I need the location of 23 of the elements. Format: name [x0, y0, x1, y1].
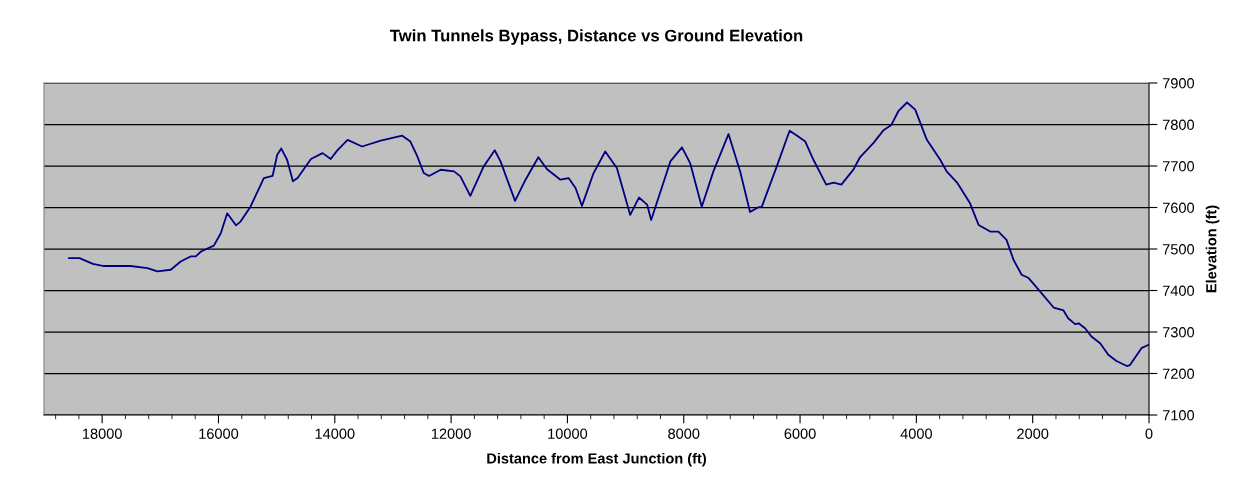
y-tick-label: 7300	[1162, 327, 1195, 338]
x-tick-label: 18000	[83, 428, 122, 439]
x-tick-label: 14000	[315, 428, 355, 439]
x-tick-label: 8000	[668, 428, 700, 439]
y-tick-label: 7600	[1162, 202, 1195, 213]
x-tick-label: 10000	[548, 428, 588, 439]
line-series	[68, 101, 1149, 367]
x-tick-label: 16000	[199, 428, 239, 439]
y-tick-label: 7500	[1162, 244, 1195, 255]
y-tick-label: 7700	[1162, 161, 1195, 172]
x-tick-label: 0	[1145, 428, 1153, 439]
x-axis-title: Distance from East Junction (ft)	[487, 452, 706, 467]
y-tick-label: 7900	[1162, 78, 1195, 89]
x-tick-label: 12000	[431, 428, 471, 439]
x-tick-label: 2000	[1017, 428, 1049, 439]
chart-title: Twin Tunnels Bypass, Distance vs Ground Elevation	[390, 29, 803, 45]
y-axis-title: Elevation (ft)	[1205, 205, 1220, 293]
y-tick-label: 7400	[1162, 285, 1195, 296]
y-tick-label: 7100	[1162, 410, 1195, 421]
y-tick-label: 7800	[1162, 119, 1195, 130]
x-tick-label: 4000	[900, 428, 933, 439]
x-tick-label: 6000	[784, 428, 816, 439]
y-tick-label: 7200	[1162, 368, 1195, 379]
